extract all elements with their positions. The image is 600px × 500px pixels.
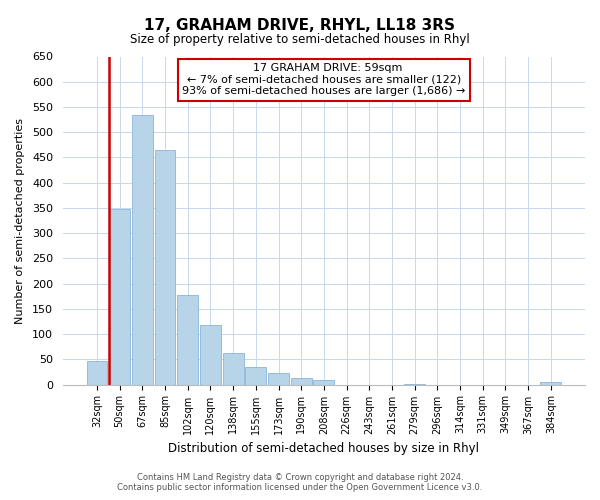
Bar [541, 382, 561, 384]
Y-axis label: Number of semi-detached properties: Number of semi-detached properties [15, 118, 25, 324]
Text: Contains HM Land Registry data © Crown copyright and database right 2024.
Contai: Contains HM Land Registry data © Crown c… [118, 473, 482, 492]
Bar [313, 380, 334, 384]
Bar [177, 294, 198, 384]
Text: 17, GRAHAM DRIVE, RHYL, LL18 3RS: 17, GRAHAM DRIVE, RHYL, LL18 3RS [145, 18, 455, 32]
Bar [109, 209, 130, 384]
Bar [200, 325, 221, 384]
Bar [223, 354, 244, 384]
Bar [291, 378, 311, 384]
Bar [268, 374, 289, 384]
Bar [245, 367, 266, 384]
X-axis label: Distribution of semi-detached houses by size in Rhyl: Distribution of semi-detached houses by … [169, 442, 479, 455]
Text: Size of property relative to semi-detached houses in Rhyl: Size of property relative to semi-detach… [130, 32, 470, 46]
Text: 17 GRAHAM DRIVE: 59sqm
← 7% of semi-detached houses are smaller (122)
93% of sem: 17 GRAHAM DRIVE: 59sqm ← 7% of semi-deta… [182, 63, 466, 96]
Bar [155, 150, 175, 384]
Bar [86, 361, 107, 384]
Bar [132, 114, 153, 384]
